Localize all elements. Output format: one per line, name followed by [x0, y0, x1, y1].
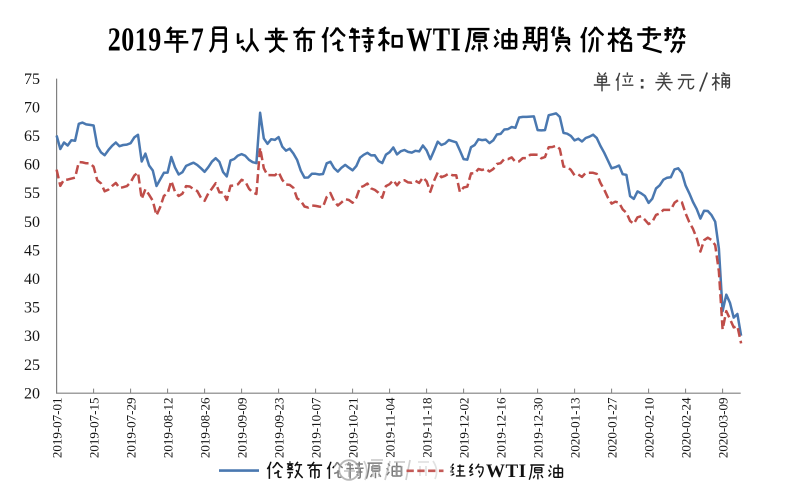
- svg-text:2020-03-09: 2020-03-09: [715, 398, 730, 459]
- svg-text:55: 55: [24, 185, 40, 202]
- svg-text:45: 45: [24, 242, 40, 259]
- svg-text:40: 40: [24, 271, 40, 288]
- svg-text:65: 65: [24, 128, 40, 145]
- svg-text:35: 35: [24, 300, 40, 317]
- svg-text:2019-09-09: 2019-09-09: [234, 398, 249, 459]
- svg-text:2019-12-02: 2019-12-02: [456, 398, 471, 459]
- svg-text:2019-08-12: 2019-08-12: [160, 398, 175, 459]
- svg-text:2020-02-10: 2020-02-10: [641, 398, 656, 459]
- svg-text:75: 75: [24, 71, 40, 88]
- svg-text:2019-08-26: 2019-08-26: [197, 397, 212, 458]
- svg-text:2019-11-18: 2019-11-18: [419, 398, 434, 458]
- svg-text:2019-09-23: 2019-09-23: [271, 398, 286, 459]
- svg-text:2019-07-01: 2019-07-01: [49, 398, 64, 459]
- svg-text:60: 60: [24, 157, 40, 174]
- svg-text:2019-12-30: 2019-12-30: [530, 398, 545, 459]
- svg-text:2019-10-07: 2019-10-07: [308, 397, 323, 458]
- svg-text:20: 20: [24, 385, 40, 402]
- svg-text:2019-11-04: 2019-11-04: [382, 397, 397, 458]
- svg-text:70: 70: [24, 99, 40, 116]
- svg-text:2019-07-15: 2019-07-15: [86, 398, 101, 459]
- svg-text:2019-12-16: 2019-12-16: [493, 397, 508, 458]
- svg-text:2019-07-29: 2019-07-29: [123, 398, 138, 459]
- svg-text:2020-01-13: 2020-01-13: [567, 398, 582, 459]
- svg-text:25: 25: [24, 357, 40, 374]
- svg-text:50: 50: [24, 214, 40, 231]
- svg-text:2020-02-24: 2020-02-24: [678, 397, 693, 458]
- svg-text:30: 30: [24, 328, 40, 345]
- svg-text:2020-01-27: 2020-01-27: [604, 397, 619, 458]
- svg-text:2019-10-21: 2019-10-21: [345, 398, 360, 459]
